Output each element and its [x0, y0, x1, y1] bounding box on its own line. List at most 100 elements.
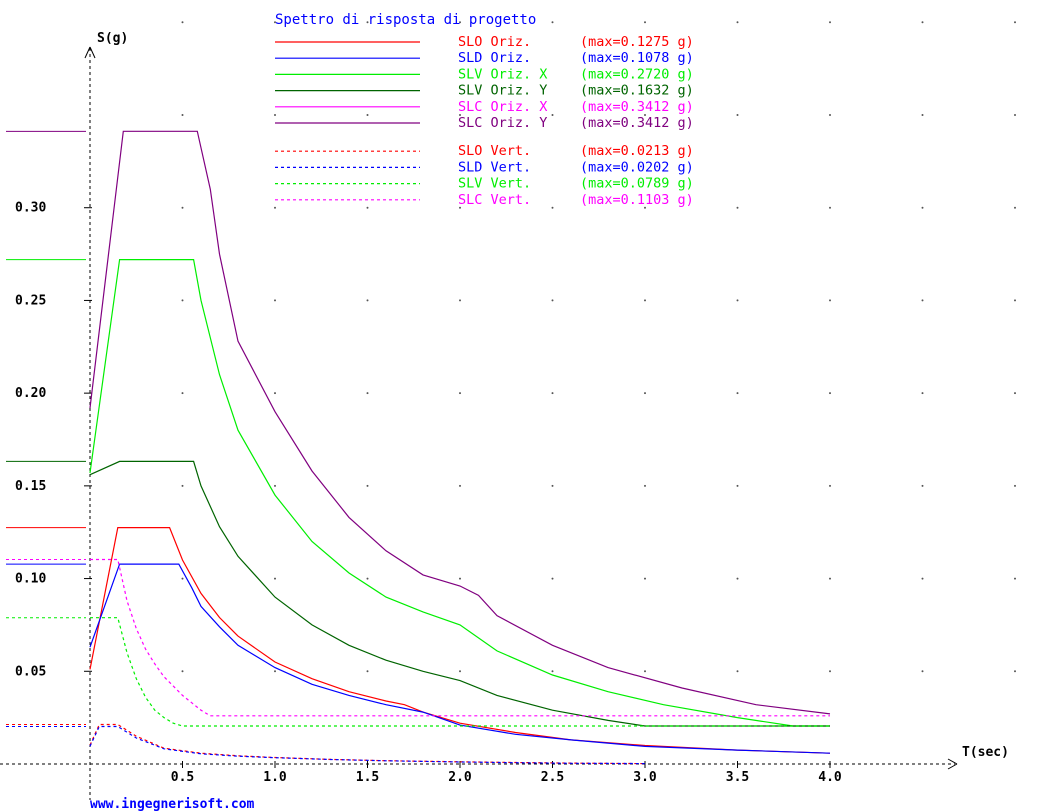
grid-dot [921, 392, 924, 395]
grid-dot [551, 577, 554, 580]
legend-series-name: SLV Vert. [458, 176, 531, 192]
grid-dot [366, 484, 369, 487]
grid-dot [644, 392, 646, 395]
grid-dot [1014, 21, 1016, 24]
grid-dot [366, 21, 369, 24]
grid-dot [921, 206, 924, 209]
grid-dot [1014, 392, 1016, 395]
legend-series-max: (max=0.1078 g) [580, 50, 694, 66]
grid-dot [1014, 114, 1016, 116]
legend-series-name: SLC Oriz. X [458, 99, 547, 115]
legend: SLO Oriz. (max=0.1275 g) SLD Oriz. (max=0.1… [275, 34, 694, 208]
grid-dot [551, 114, 554, 116]
grid-dot [736, 670, 739, 673]
legend-series-max: (max=0.0789 g) [580, 176, 694, 192]
grid-dot [181, 484, 184, 487]
grid-dot [1014, 206, 1016, 209]
grid-dot [274, 21, 276, 24]
x-tick-label: 3.0 [633, 770, 657, 785]
grid-dot [366, 206, 369, 209]
grid-dot [829, 484, 831, 487]
grid-dot [736, 114, 739, 116]
x-axis-arrow-upper [947, 758, 958, 765]
legend-series-name: SLC Oriz. Y [458, 115, 547, 131]
series-lines [89, 130, 831, 765]
grid-dot [459, 392, 461, 395]
grid-dot [829, 392, 831, 395]
chart-title: Spettro di risposta di progetto [275, 12, 536, 28]
grid-dot [459, 670, 461, 673]
legend-series-max: (max=0.1275 g) [580, 34, 694, 50]
grid-dot [921, 484, 924, 487]
series-line [89, 526, 831, 754]
grid-dot [736, 21, 739, 24]
legend-series-max: (max=0.2720 g) [580, 66, 694, 82]
grid-dot [551, 392, 554, 395]
legend-series-name: SLD Oriz. [458, 50, 531, 66]
grid-dot [181, 206, 184, 209]
series-line [89, 130, 831, 715]
legend-series-max: (max=0.3412 g) [580, 99, 694, 115]
grid-dot [366, 392, 369, 395]
x-tick-label: 1.0 [263, 770, 287, 785]
grid-dot [1014, 299, 1016, 302]
dotted-grid [181, 21, 1016, 673]
grid-dot [921, 114, 924, 116]
x-tick-label: 4.0 [818, 770, 842, 785]
y-tick-label: 0.10 [15, 572, 46, 587]
x-tick-label: 3.5 [726, 770, 749, 785]
x-ticks: 0.5 1.0 1.5 2.0 2.5 3.0 3.5 4.0 [171, 761, 842, 785]
grid-dot [829, 114, 831, 116]
grid-dot [644, 114, 646, 116]
series-line [89, 723, 646, 765]
grid-dot [829, 670, 831, 673]
legend-series-max: (max=0.0213 g) [580, 143, 694, 159]
axes: S(g) T(sec) [0, 31, 1009, 800]
grid-dot [921, 299, 924, 302]
grid-dot [644, 299, 646, 302]
grid-dot [181, 670, 184, 673]
grid-dot [274, 577, 276, 580]
series-line [89, 460, 830, 727]
grid-dot [551, 484, 554, 487]
grid-dot [829, 577, 831, 580]
grid-dot [551, 206, 554, 209]
grid-dot [459, 299, 461, 302]
x-tick-label: 0.5 [171, 770, 194, 785]
legend-series-max: (max=0.1103 g) [580, 192, 694, 208]
legend-series-max: (max=0.3412 g) [580, 115, 694, 131]
series-line [90, 558, 830, 717]
series-line [90, 617, 830, 727]
grid-dot [181, 577, 184, 580]
y-axis-label: S(g) [97, 31, 128, 46]
grid-dot [644, 577, 646, 580]
grid-dot [1014, 577, 1016, 580]
y-axis-arrow-right [89, 46, 96, 59]
grid-dot [366, 577, 369, 580]
x-axis-arrow-lower [947, 763, 958, 770]
grid-dot [551, 299, 554, 302]
series-line [89, 563, 831, 754]
grid-dot [274, 670, 276, 673]
legend-series-name: SLV Oriz. X [458, 66, 547, 82]
website-link[interactable]: www.ingegnerisoft.com [90, 797, 255, 812]
grid-dot [736, 206, 739, 209]
grid-dot [644, 21, 646, 24]
grid-dot [1014, 484, 1016, 487]
legend-series-name: SLV Oriz. Y [458, 83, 547, 99]
legend-series-name: SLD Vert. [458, 159, 531, 175]
grid-dot [736, 577, 739, 580]
grid-dot [181, 21, 184, 24]
legend-series-name: SLO Vert. [458, 143, 531, 159]
grid-dot [921, 577, 924, 580]
x-tick-label: 2.0 [448, 770, 472, 785]
y-tick-label: 0.30 [15, 201, 46, 216]
grid-dot [274, 392, 276, 395]
series-line [89, 725, 646, 765]
grid-dot [736, 392, 739, 395]
x-tick-label: 1.5 [356, 770, 379, 785]
grid-dot [459, 114, 461, 116]
y-tick-label: 0.15 [15, 479, 46, 494]
grid-dot [366, 114, 369, 116]
grid-dot [274, 299, 276, 302]
